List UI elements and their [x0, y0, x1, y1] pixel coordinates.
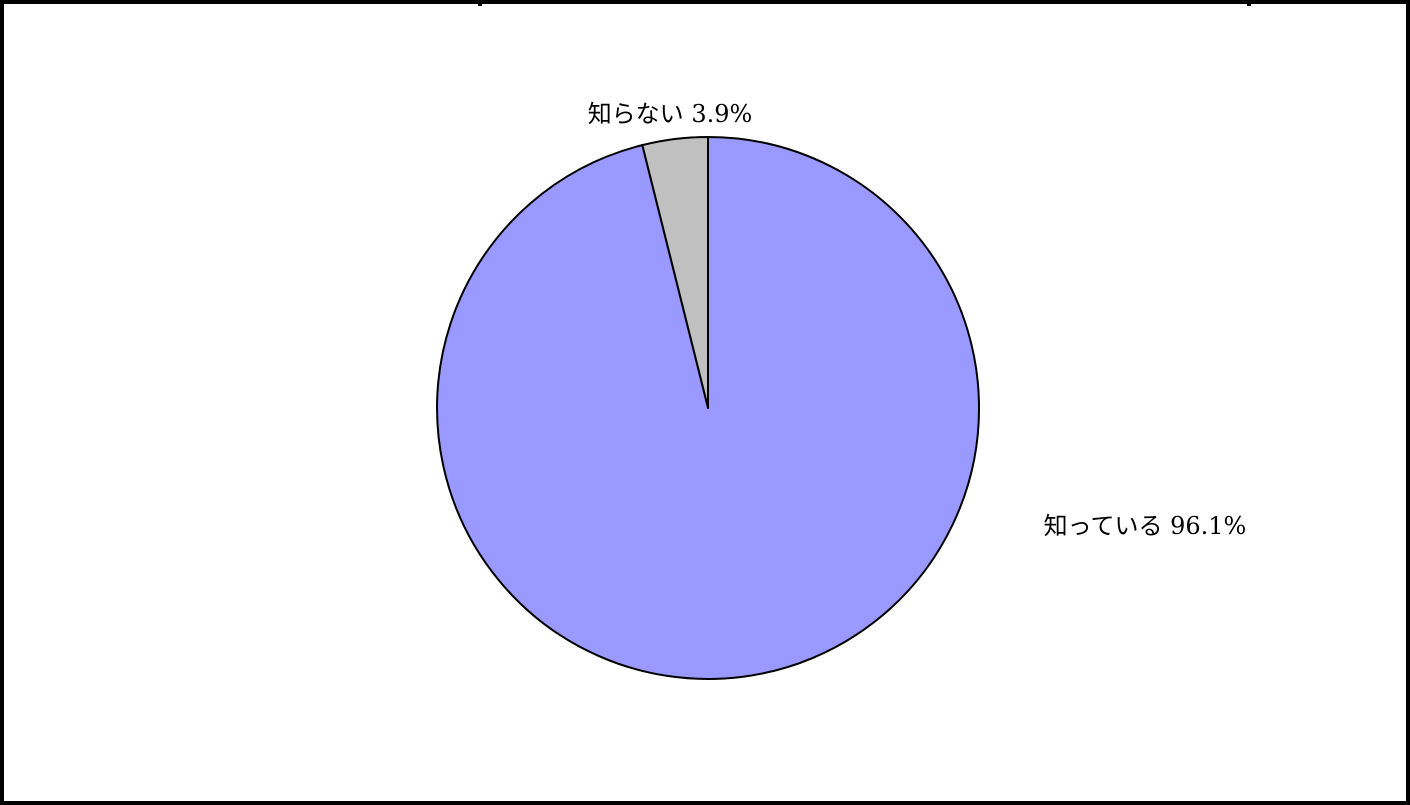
slice-label-1: 知らない 3.9% [588, 100, 753, 128]
pie-labels: 知らない 3.9% 知っている 96.1% [588, 100, 1247, 540]
slice-label-2: 知っている 96.1% [1044, 512, 1247, 540]
pie-slices [436, 136, 981, 680]
pie-slice-2 [436, 136, 981, 680]
top-table-gridlines [478, 0, 1251, 6]
